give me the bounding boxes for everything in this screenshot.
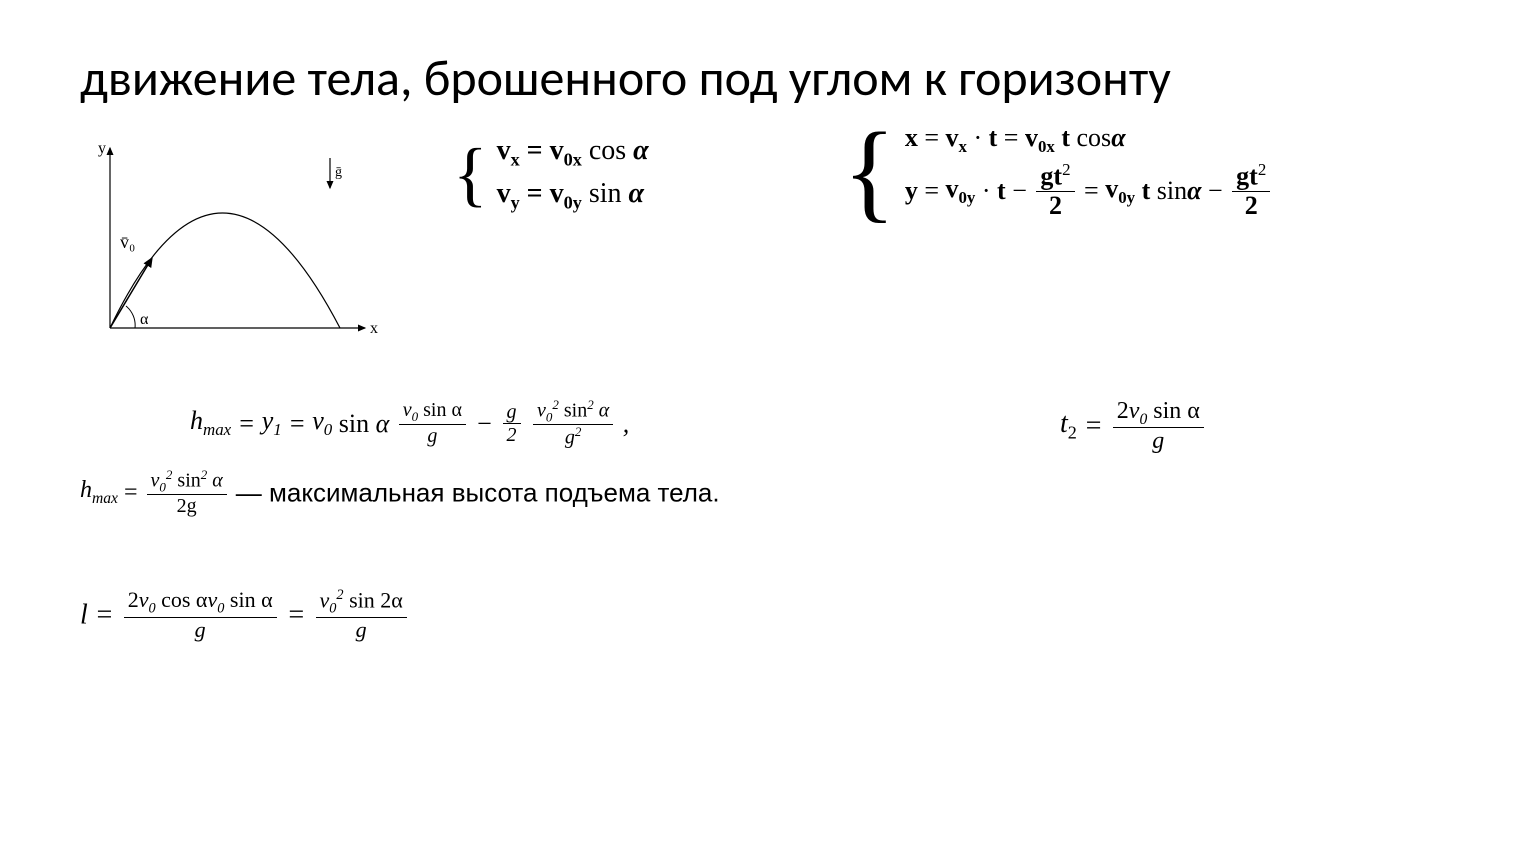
hmax-description: максимальная высота подъема тела. <box>269 477 720 507</box>
alpha-label: α <box>140 311 149 328</box>
brace-icon: { <box>842 120 902 224</box>
g-label: ḡ <box>335 165 342 180</box>
v0-label: v̄₀ <box>120 232 135 252</box>
vx-lhs: vx <box>497 135 520 166</box>
x-axis-label: x <box>370 320 378 337</box>
vy-lhs: vy <box>497 178 520 209</box>
hmax-result-eq: hmax = v02 sin2 α2g — максимальная высот… <box>80 468 720 518</box>
hmax-derivation-eq: hmax = y1 = v0 sin α v0 sin αg − g2 v02 … <box>190 398 629 450</box>
t2-eq: t2 = 2v0 sin αg <box>1060 398 1207 455</box>
slide-title: движение тела, брошенного под углом к го… <box>80 50 1453 108</box>
brace-icon: { <box>452 130 494 219</box>
trajectory-svg: y x v̄₀ α ḡ <box>80 128 380 358</box>
angle-arc <box>126 306 135 328</box>
range-eq: l = 2v0 cos αv0 sin αg = v02 sin 2αg <box>80 588 410 643</box>
trajectory-diagram: y x v̄₀ α ḡ <box>80 128 380 358</box>
slide: движение тела, брошенного под углом к го… <box>0 0 1533 864</box>
position-equations: { x = vx · t = v0x t cosα y = v0y · t <box>840 118 1276 226</box>
y-axis-label: y <box>98 140 106 157</box>
row-diagram-and-velocity-eqs: y x v̄₀ α ḡ { vx = v0x cos α <box>80 128 1453 358</box>
velocity-components-eq: { vx = v0x cos α vy = v0y sin α <box>450 128 652 221</box>
